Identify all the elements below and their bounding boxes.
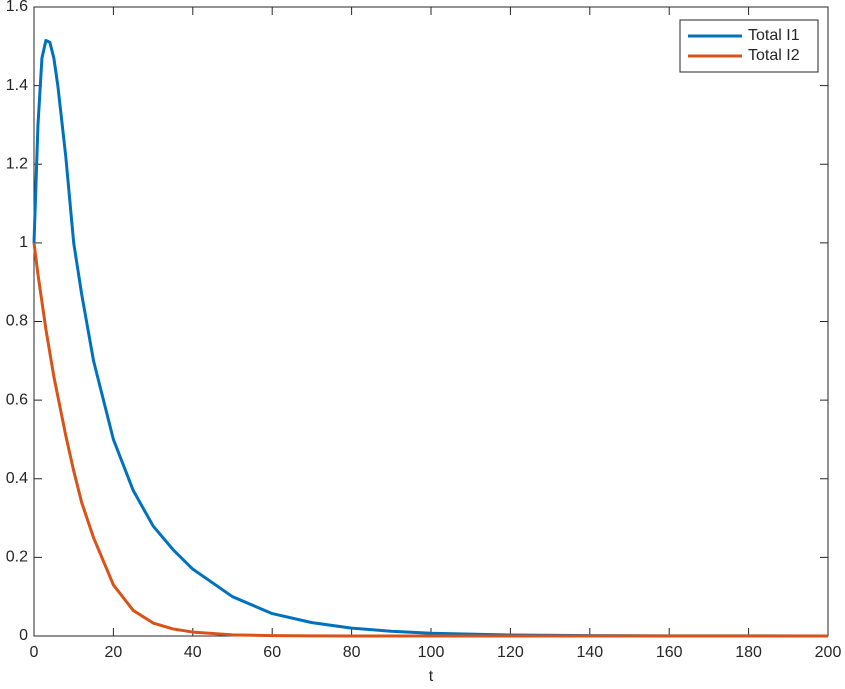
x-tick-label: 40	[184, 644, 202, 661]
legend-label: Total I2	[748, 47, 800, 64]
y-tick-label: 0.4	[6, 470, 28, 487]
x-tick-label: 140	[576, 644, 603, 661]
x-tick-label: 180	[735, 644, 762, 661]
x-tick-label: 60	[263, 644, 281, 661]
y-tick-label: 1.4	[6, 77, 28, 94]
x-tick-label: 100	[418, 644, 445, 661]
x-axis-label: t	[429, 668, 434, 685]
x-tick-label: 200	[815, 644, 842, 661]
y-tick-label: 0.6	[6, 391, 28, 408]
y-tick-label: 0.8	[6, 313, 28, 330]
y-tick-label: 0.2	[6, 549, 28, 566]
y-tick-label: 1	[19, 234, 28, 251]
x-tick-label: 120	[497, 644, 524, 661]
legend-box	[679, 19, 819, 73]
x-tick-label: 80	[343, 644, 361, 661]
y-tick-label: 1.2	[6, 155, 28, 172]
y-tick-label: 1.6	[6, 0, 28, 15]
data-line	[32, 242, 828, 638]
y-tick-label: 0	[19, 627, 28, 644]
data-line	[32, 38, 829, 638]
plot-area	[33, 6, 829, 637]
x-tick-label: 20	[105, 644, 123, 661]
x-tick-label: 0	[30, 644, 39, 661]
legend-label: Total I1	[748, 27, 800, 44]
x-tick-label: 160	[656, 644, 683, 661]
